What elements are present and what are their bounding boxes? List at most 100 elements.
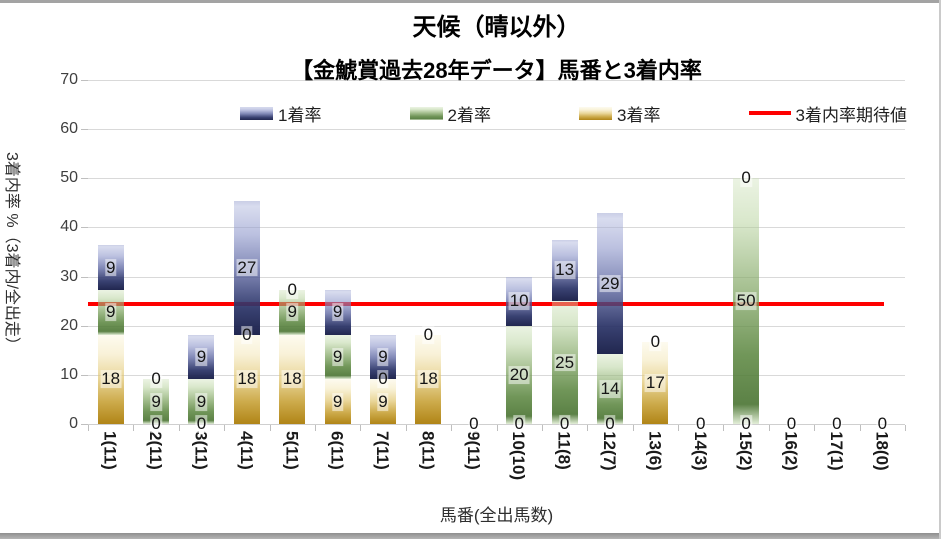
x-axis-line [88, 424, 905, 425]
data-label: 18 [417, 369, 439, 389]
red-line-swatch-icon [748, 111, 791, 115]
x-category-label: 1(11) [100, 431, 120, 470]
x-category-label: 14(3) [690, 431, 710, 471]
data-label: 25 [554, 352, 576, 372]
gridline [88, 325, 905, 327]
legend-label: 3着内率期待値 [795, 105, 907, 125]
x-tick-mark [496, 425, 498, 431]
x-category-label: 16(2) [781, 431, 801, 471]
zero-data-label: 0 [649, 332, 662, 352]
x-tick-mark [178, 425, 180, 431]
y-tick-mark [81, 424, 88, 425]
x-category-label: 3(11) [191, 431, 211, 470]
x-category-label: 2(11) [146, 431, 166, 470]
x-tick-mark [678, 425, 680, 431]
expected-value-line [88, 302, 884, 307]
y-tick-mark [81, 325, 88, 327]
zero-data-label: 0 [241, 324, 253, 344]
x-tick-mark [360, 425, 362, 431]
x-tick-mark [768, 425, 770, 431]
x-tick-mark [451, 425, 453, 431]
zero-data-label: 0 [831, 414, 843, 434]
x-tick-mark [314, 425, 316, 431]
y-tick-label: 50 [60, 169, 78, 187]
zero-data-label: 0 [558, 414, 571, 434]
zero-data-label: 0 [876, 414, 889, 434]
x-tick-mark [905, 425, 906, 431]
zero-data-label: 0 [377, 369, 389, 389]
y-tick-mark [81, 227, 88, 229]
x-category-label: 7(11) [373, 431, 393, 470]
green-gradient-swatch-icon [409, 106, 443, 120]
x-category-label: 17(1) [826, 431, 846, 471]
data-label: 17 [644, 373, 666, 393]
y-tick-mark [81, 129, 88, 131]
gridline [88, 129, 905, 131]
y-tick-label: 30 [60, 267, 78, 285]
zero-data-label: 0 [195, 414, 208, 434]
x-category-label: 15(2) [736, 431, 756, 471]
zero-data-label: 0 [150, 414, 162, 434]
x-tick-mark [269, 425, 271, 431]
data-label: 29 [599, 273, 621, 293]
legend-label: 3着率 [617, 105, 661, 125]
data-label: 20 [508, 364, 530, 384]
window-edge-bottom [0, 533, 941, 539]
y-tick-label: 70 [60, 71, 78, 88]
chart-title: 天候（晴以外） [412, 14, 581, 41]
x-category-label: 5(11) [282, 431, 302, 470]
blue-gradient-swatch-icon [240, 106, 273, 120]
legend-label: 2着率 [447, 105, 491, 125]
data-label: 9 [104, 302, 117, 322]
data-label: 9 [104, 257, 117, 277]
zero-data-label: 0 [695, 414, 707, 434]
zero-data-label: 0 [740, 414, 752, 434]
gold-gradient-swatch-icon [579, 106, 612, 120]
zero-data-label: 0 [468, 414, 480, 434]
zero-data-label: 0 [286, 280, 298, 300]
x-tick-mark [814, 425, 816, 431]
data-label: 50 [735, 291, 757, 311]
x-tick-mark [587, 425, 589, 431]
data-label: 9 [331, 302, 344, 322]
y-tick-mark [81, 80, 88, 81]
zero-data-label: 0 [513, 414, 525, 434]
data-label: 9 [331, 347, 344, 367]
x-tick-mark [88, 425, 89, 431]
x-tick-mark [224, 425, 226, 431]
zero-data-label: 0 [422, 324, 435, 344]
x-category-label: 9(11) [463, 431, 483, 470]
gridline [88, 178, 905, 180]
data-label: 9 [377, 391, 389, 411]
x-category-label: 13(6) [645, 431, 665, 471]
x-category-label: 4(11) [236, 431, 256, 470]
legend-label: 1着率 [278, 105, 322, 125]
gridline [88, 80, 905, 81]
x-category-label: 6(11) [327, 431, 347, 470]
data-label: 9 [195, 391, 208, 411]
data-label: 9 [195, 347, 208, 367]
x-category-label: 11(8) [554, 431, 574, 470]
x-tick-mark [133, 425, 135, 431]
window-edge-top [0, 0, 941, 3]
x-tick-mark [723, 425, 725, 431]
data-label: 9 [150, 391, 162, 411]
x-category-label: 10(10) [509, 431, 529, 481]
gridline [88, 374, 905, 376]
x-tick-mark [632, 425, 634, 431]
chart-subtitle: 【金鯱賞過去28年データ】馬番と3着内率 [291, 58, 702, 83]
window-edge-right [939, 0, 941, 539]
legend-item-second-rate: 2着率 [409, 101, 491, 126]
gridline [88, 276, 905, 278]
y-tick-label: 10 [60, 365, 78, 383]
y-tick-mark [81, 374, 88, 376]
data-label: 18 [100, 369, 122, 389]
data-label: 9 [286, 302, 298, 322]
data-label: 13 [554, 260, 576, 280]
y-tick-mark [81, 276, 88, 278]
y-tick-label: 40 [60, 218, 78, 236]
data-label: 27 [236, 257, 258, 277]
y-tick-label: 0 [69, 415, 78, 432]
zero-data-label: 0 [604, 414, 616, 434]
